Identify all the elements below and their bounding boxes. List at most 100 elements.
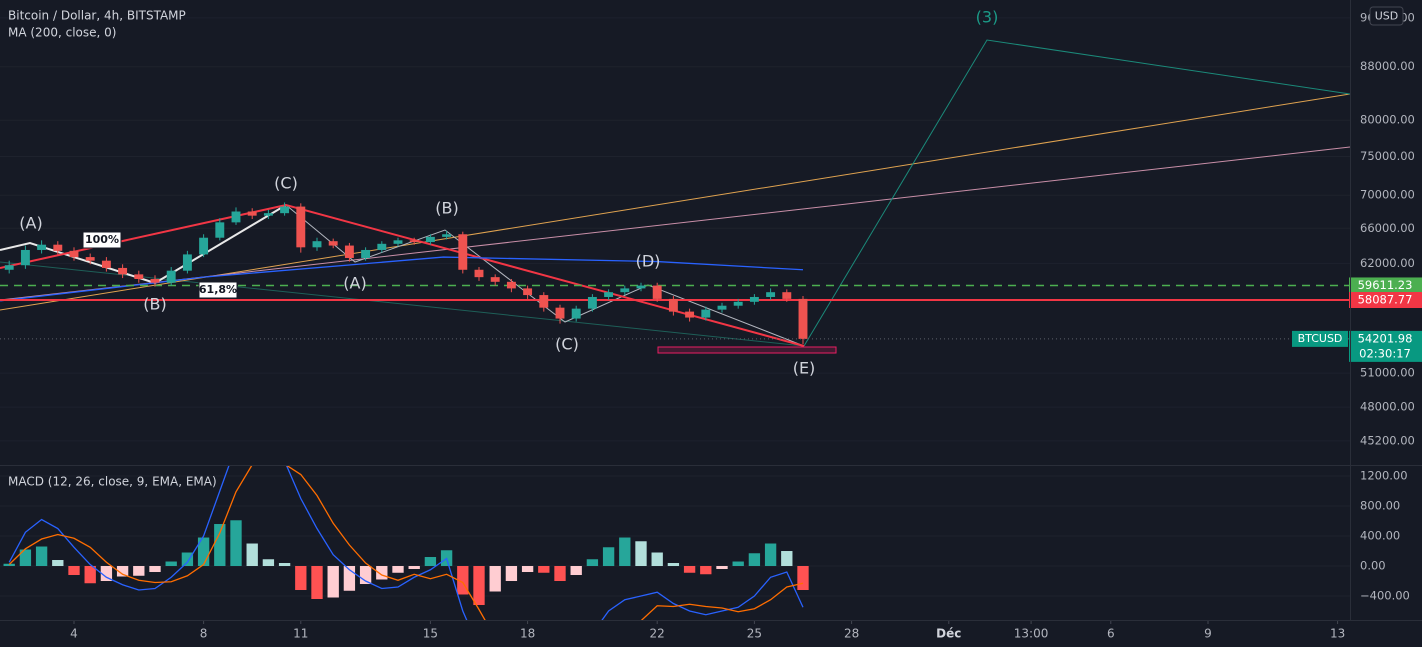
trend-line — [0, 146, 1350, 301]
candle-body — [539, 295, 549, 308]
currency-label[interactable]: USD — [1375, 10, 1399, 23]
currency-button-frame[interactable] — [1369, 6, 1404, 26]
histogram-bar — [473, 566, 485, 606]
macd-line — [8, 466, 804, 620]
macd-tick-label: −400.00 — [1360, 589, 1410, 603]
histogram-bar — [748, 553, 761, 567]
x-tick-label: 4 — [70, 627, 78, 641]
macd-tick-label: 400.00 — [1360, 529, 1400, 543]
candle-body — [555, 307, 565, 319]
x-tick-label: 13:00 — [1014, 627, 1049, 641]
candle-body — [506, 281, 516, 289]
candle-body — [328, 241, 338, 246]
candle-body — [620, 288, 630, 293]
histogram-bar — [667, 563, 680, 567]
x-tick-label: 15 — [423, 627, 438, 641]
histogram-bar — [343, 566, 356, 591]
candle-body — [523, 288, 533, 296]
candle-body — [247, 211, 257, 216]
histogram-bar — [230, 520, 242, 567]
candle-body — [798, 298, 808, 339]
wave-line — [285, 204, 805, 347]
histogram-bar — [457, 566, 469, 595]
x-tick-label: Déc — [936, 627, 961, 641]
macd-legend: MACD (12, 26, close, 9, EMA, EMA) — [8, 475, 217, 489]
price-tag-label: 54201.98 — [1358, 331, 1413, 345]
x-tick-label: 28 — [844, 627, 859, 641]
histogram-bar — [797, 566, 809, 591]
wave-line — [0, 204, 287, 285]
y-tick-label: 75000.00 — [1360, 149, 1415, 163]
candle-body — [134, 274, 144, 280]
candle-body — [231, 211, 241, 223]
histogram-bar — [651, 552, 663, 567]
candle-body — [118, 267, 128, 275]
macd-pane — [0, 466, 1350, 620]
histogram-bar — [764, 543, 777, 567]
y-tick-label: 48000.00 — [1360, 400, 1415, 414]
candle-body — [85, 257, 95, 261]
histogram-bar — [84, 566, 96, 584]
countdown-label: 02:30:17 — [1359, 346, 1411, 360]
macd-tick-label: 0.00 — [1360, 559, 1386, 573]
candle-body — [749, 296, 759, 302]
currency-button[interactable]: USD — [1369, 6, 1404, 26]
histogram-bar — [424, 557, 437, 567]
candle-body — [652, 285, 662, 299]
histogram-bar — [3, 563, 15, 567]
symbol-title: Bitcoin / Dollar, 4h, BITSTAMP — [8, 9, 186, 23]
histogram-bar — [52, 560, 64, 567]
wave-label: (A) — [343, 274, 366, 293]
wave-label: (B) — [435, 199, 458, 218]
candle-body — [717, 305, 727, 310]
candle-body — [393, 240, 403, 244]
candle-body — [571, 308, 581, 319]
candle-body — [69, 250, 79, 258]
candle-body — [766, 292, 776, 297]
target-box — [657, 346, 837, 354]
histogram-bar — [327, 566, 339, 598]
candle-body — [361, 249, 371, 258]
fib-label: 61,8% — [199, 283, 237, 296]
histogram-bar — [716, 566, 728, 570]
candle-body — [150, 279, 160, 283]
candle-body — [733, 301, 743, 306]
candle-body — [604, 292, 614, 297]
histogram-bar — [295, 566, 307, 591]
candle-body — [344, 245, 354, 258]
histogram-bar — [133, 566, 145, 576]
price-pane: (A) 100% (B) 61,8% (C) (A) (B) (C) (D) (E) (3) — [0, 8, 1350, 442]
histogram-bar — [311, 566, 323, 600]
level-tag — [1349, 277, 1422, 294]
histogram-bar — [278, 563, 291, 567]
x-tick-label: 25 — [747, 627, 762, 641]
x-tick-label: 18 — [520, 627, 535, 641]
histogram-bar — [149, 566, 161, 573]
histogram-bar — [781, 551, 793, 567]
candle-body — [53, 244, 63, 251]
histogram-bar — [19, 549, 32, 567]
candle-body — [101, 260, 111, 268]
y-tick-label: 88000.00 — [1360, 59, 1415, 73]
macd-tick-label: 800.00 — [1360, 499, 1400, 513]
x-tick-label: 9 — [1204, 627, 1212, 641]
x-tick-label: 6 — [1107, 627, 1115, 641]
histogram-bar — [732, 561, 744, 567]
histogram-bar — [100, 566, 113, 582]
level-tag-label: 59611.23 — [1358, 278, 1413, 292]
histogram-bar — [619, 537, 631, 567]
histogram-bar — [68, 566, 80, 576]
x-tick-label: 11 — [293, 627, 308, 641]
symbol-tag — [1292, 330, 1348, 347]
histogram-bar — [554, 566, 566, 582]
candle-body — [20, 249, 30, 266]
x-tick-label: 13 — [1330, 627, 1345, 641]
histogram-bar — [359, 566, 372, 585]
level-tag-label: 58087.77 — [1358, 292, 1413, 306]
projection-line — [803, 39, 1350, 347]
histogram-bar — [635, 541, 647, 567]
signal-line — [8, 466, 804, 620]
candle-body — [458, 234, 468, 270]
symbol-tag-label: BTCUSD — [1298, 332, 1343, 345]
